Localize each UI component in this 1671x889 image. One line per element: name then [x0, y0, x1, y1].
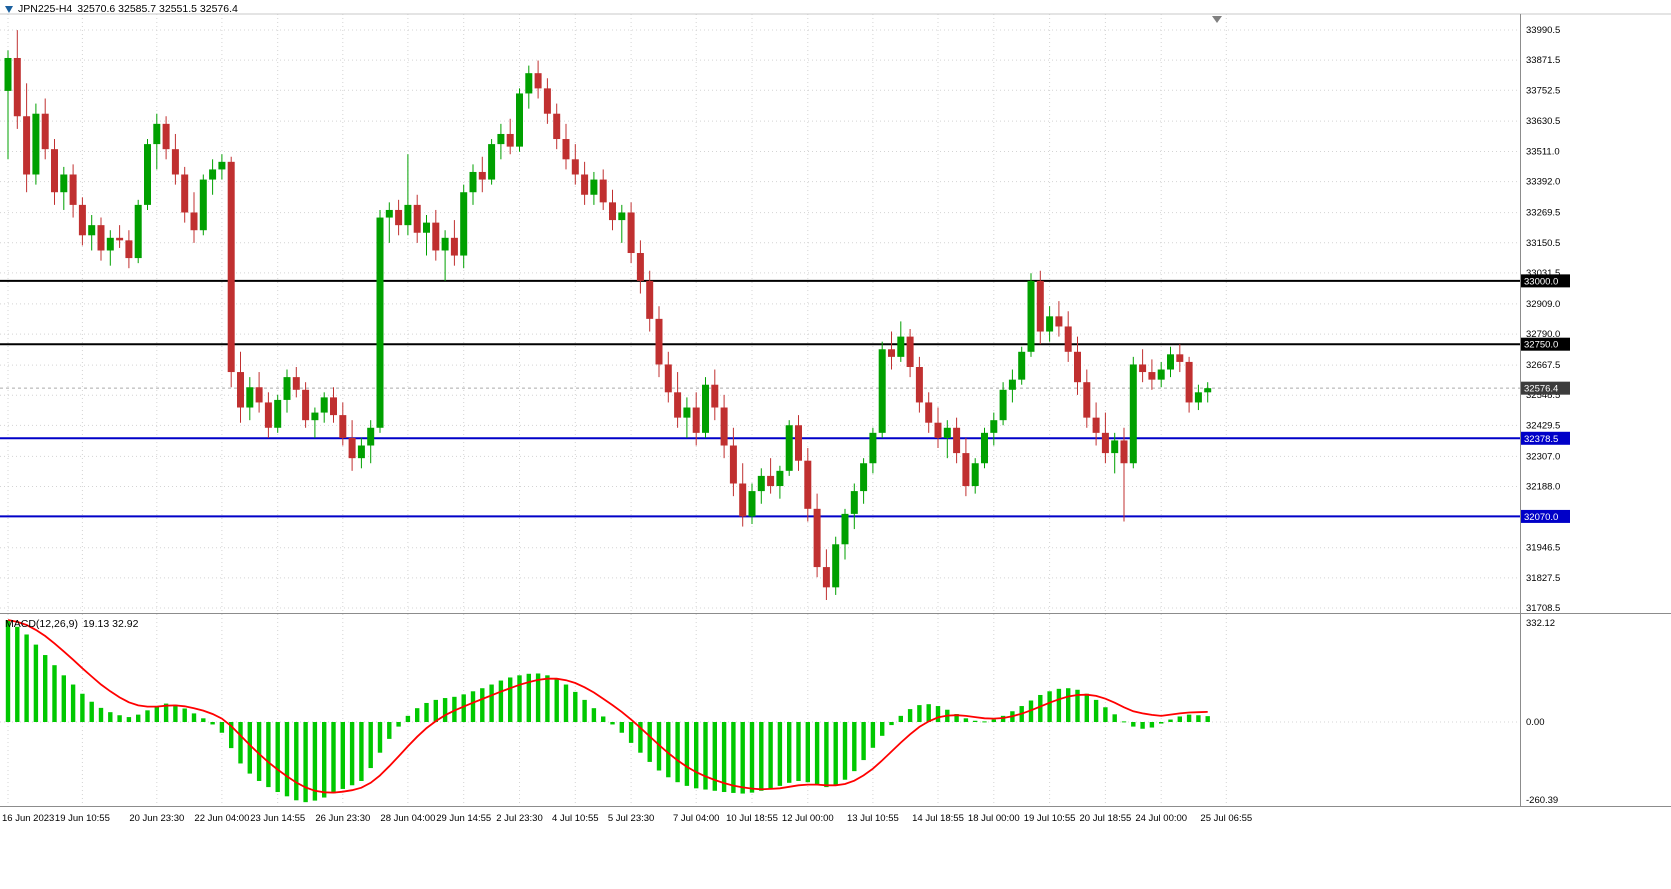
price-tag-32070.0-text: 32070.0	[1524, 512, 1558, 523]
time-tick-label: 20 Jun 23:30	[129, 813, 184, 824]
time-tick-label: 12 Jul 00:00	[782, 813, 834, 824]
time-tick-label: 29 Jun 14:55	[436, 813, 491, 824]
time-axis-labels: 16 Jun 2023 19 Jun 10:55 20 Jun 23:30 22 Ju…	[2, 813, 1252, 824]
macd-scale-label: -260.39	[1526, 795, 1558, 806]
symbol-name: JPN225-H4	[18, 3, 73, 15]
symbol-ohlc-label: JPN225-H4 32570.6 32585.7 32551.5 32576.…	[5, 3, 238, 15]
price-tick-label: 31946.5	[1526, 543, 1560, 554]
time-tick-label: 13 Jul 10:55	[847, 813, 899, 824]
vertical-gridlines	[7, 14, 1227, 806]
price-tick-label: 32909.0	[1526, 299, 1560, 310]
price-tick-label: 31827.5	[1526, 573, 1560, 584]
time-tick-label: 10 Jul 18:55	[726, 813, 778, 824]
time-tick-label: 16 Jun 2023	[2, 813, 54, 824]
price-tick-label: 32790.0	[1526, 329, 1560, 340]
level-lines	[0, 279, 1520, 518]
time-tick-label: 19 Jul 10:55	[1024, 813, 1076, 824]
price-tick-label: 31708.5	[1526, 603, 1560, 614]
bid-price-tag-text: 32576.4	[1524, 384, 1558, 395]
macd-values: 19.13 32.92	[82, 618, 139, 630]
time-tick-label: 26 Jun 23:30	[315, 813, 370, 824]
time-tick-label: 25 Jul 06:55	[1200, 813, 1252, 824]
macd-axis-labels: 332.12 0.00 -260.39	[1526, 618, 1558, 806]
price-tag-33000.0-text: 33000.0	[1524, 276, 1558, 287]
macd-name: MACD(12,26,9)	[5, 618, 78, 630]
price-tick-label: 33511.0	[1526, 146, 1560, 157]
price-tag-33000.0: 33000.0	[1521, 274, 1570, 288]
ohlc-values: 32570.6 32585.7 32551.5 32576.4	[77, 3, 238, 15]
time-tick-label: 28 Jun 04:00	[380, 813, 435, 824]
macd-scale-label: 0.00	[1526, 717, 1545, 728]
macd-histogram	[5, 620, 1210, 803]
price-axis-labels: 33990.5 33871.5 33752.5 33630.5 33511.0 33392…	[1526, 25, 1560, 614]
candles-series	[4, 30, 1212, 601]
price-tick-label: 32307.0	[1526, 451, 1560, 462]
price-tag-32750.0-text: 32750.0	[1524, 340, 1558, 351]
price-tag-32378.5: 32378.5	[1521, 431, 1570, 445]
macd-indicator-label: MACD(12,26,9) 19.13 32.92	[5, 618, 143, 630]
time-tick-label: 22 Jun 04:00	[194, 813, 249, 824]
macd-scale-label: 332.12	[1526, 618, 1555, 629]
price-tick-label: 32548.5	[1526, 390, 1560, 401]
time-tick-label: 4 Jul 10:55	[552, 813, 598, 824]
price-tag-32378.5-text: 32378.5	[1524, 434, 1558, 445]
macd-signal-line	[7, 619, 1208, 794]
price-tag-32070.0: 32070.0	[1521, 509, 1570, 523]
price-tick-label: 32667.5	[1526, 360, 1560, 371]
time-tick-label: 20 Jul 18:55	[1080, 813, 1132, 824]
price-tick-label: 33392.0	[1526, 177, 1560, 188]
price-tick-label: 33150.5	[1526, 238, 1560, 249]
price-tag-32750.0: 32750.0	[1521, 337, 1570, 351]
time-tick-label: 24 Jul 00:00	[1135, 813, 1187, 824]
price-tick-label: 33630.5	[1526, 116, 1560, 127]
time-tick-label: 2 Jul 23:30	[496, 813, 542, 824]
chart-shift-marker-icon	[1212, 16, 1222, 23]
price-tick-label: 32429.5	[1526, 420, 1560, 431]
time-tick-label: 5 Jul 23:30	[608, 813, 654, 824]
price-tick-label: 33871.5	[1526, 55, 1560, 66]
price-tick-label: 33752.5	[1526, 85, 1560, 96]
price-tick-label: 33269.5	[1526, 208, 1560, 219]
price-tick-label: 32188.0	[1526, 482, 1560, 493]
time-tick-label: 14 Jul 18:55	[912, 813, 964, 824]
time-tick-label: 23 Jun 14:55	[250, 813, 305, 824]
time-tick-label: 19 Jun 10:55	[55, 813, 110, 824]
price-tick-label: 33031.5	[1526, 268, 1560, 279]
time-tick-label: 7 Jul 04:00	[673, 813, 719, 824]
bid-price-tag: 32576.4	[1521, 381, 1570, 395]
symbol-marker-icon	[5, 5, 13, 13]
price-tick-label: 33990.5	[1526, 25, 1560, 36]
time-tick-label: 18 Jul 00:00	[968, 813, 1020, 824]
